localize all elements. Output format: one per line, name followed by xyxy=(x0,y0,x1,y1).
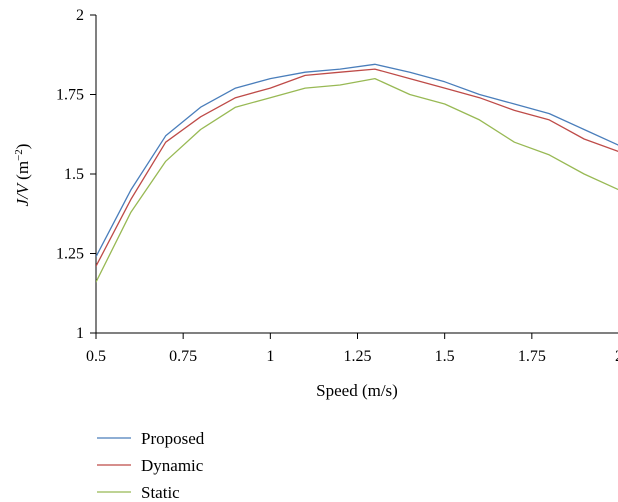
legend-label: Static xyxy=(141,483,180,502)
x-axis-title: Speed (m/s) xyxy=(316,381,398,400)
legend-item-proposed: Proposed xyxy=(97,429,205,448)
series-line-dynamic xyxy=(96,68,618,267)
axes xyxy=(95,15,618,334)
y-tick-label: 1 xyxy=(76,325,84,342)
x-tick-label: 1.75 xyxy=(518,348,546,365)
y-axis-ticks: 1 1.25 1.5 1.75 2 xyxy=(56,7,96,342)
y-tick-label: 1.5 xyxy=(64,166,84,183)
x-tick-label: 1.25 xyxy=(344,348,372,365)
x-tick-label: 0.5 xyxy=(86,348,106,365)
series-line-static xyxy=(96,77,618,283)
legend-label: Proposed xyxy=(141,429,205,448)
x-axis-ticks: 0.5 0.75 1 1.25 1.5 1.75 2 xyxy=(86,333,618,365)
legend-label: Dynamic xyxy=(141,456,204,475)
legend-item-dynamic: Dynamic xyxy=(97,456,204,475)
series-line-proposed xyxy=(96,63,618,258)
legend-item-static: Static xyxy=(97,483,180,502)
y-tick-label: 1.25 xyxy=(56,246,84,263)
y-tick-label: 2 xyxy=(76,7,84,24)
x-tick-label: 2 xyxy=(615,348,618,365)
legend: Proposed Dynamic Static xyxy=(97,429,205,502)
x-tick-label: 1 xyxy=(266,348,274,365)
x-tick-label: 0.75 xyxy=(169,348,197,365)
y-tick-label: 1.75 xyxy=(56,87,84,104)
series-lines xyxy=(96,63,618,283)
y-axis-title: J/V(m−2) xyxy=(13,144,32,207)
x-tick-label: 1.5 xyxy=(435,348,455,365)
